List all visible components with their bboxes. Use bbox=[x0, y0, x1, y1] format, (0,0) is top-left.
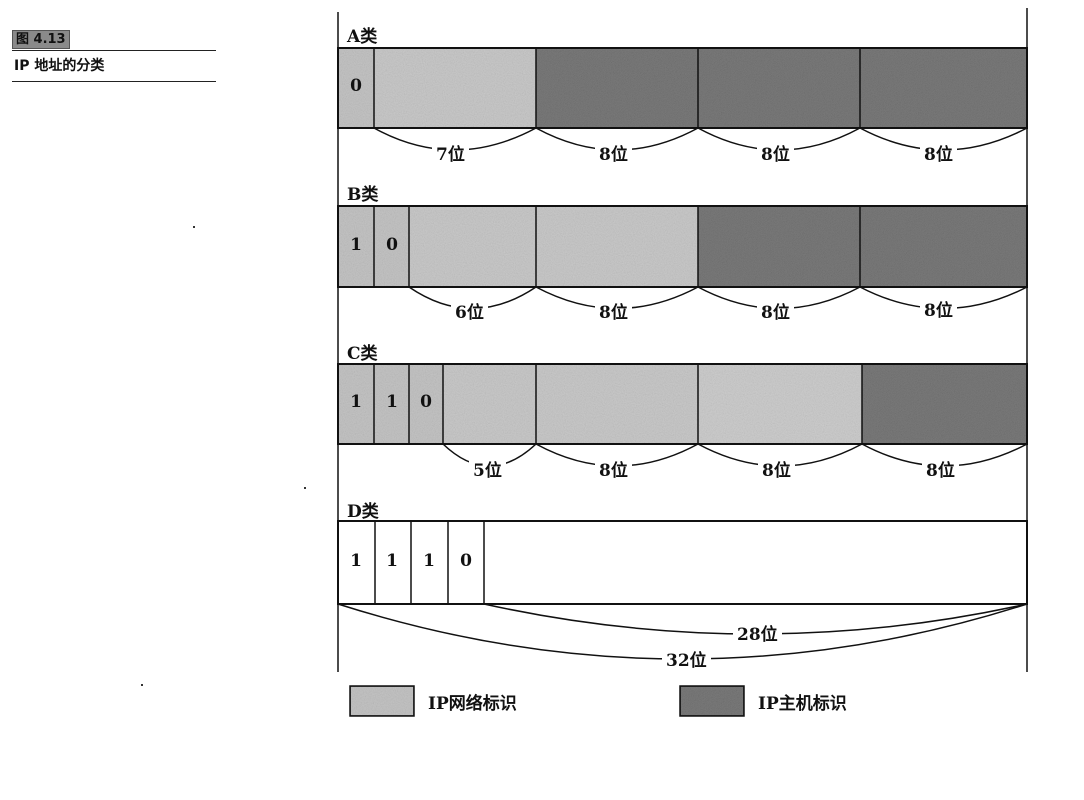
class-c-bit: 1 bbox=[350, 392, 362, 412]
class-c-network-segment bbox=[536, 364, 698, 444]
figure-rule-top bbox=[12, 50, 216, 51]
class-a-network-segment bbox=[374, 48, 536, 128]
class-b-label: B类 bbox=[347, 185, 379, 205]
class-c-bit: 1 bbox=[386, 392, 398, 412]
class-c-network-segment bbox=[698, 364, 862, 444]
class-c-fixed-bit-cell bbox=[374, 364, 409, 444]
legend-network-label: IP网络标识 bbox=[428, 694, 517, 714]
class-d-bit: 1 bbox=[350, 551, 362, 571]
speck bbox=[141, 684, 143, 686]
legend-host-label: IP主机标识 bbox=[758, 694, 847, 714]
class-a-host-segment bbox=[536, 48, 698, 128]
speck bbox=[193, 226, 195, 228]
class-b-bit: 0 bbox=[386, 235, 398, 255]
class-c-fixed-bit-cell bbox=[409, 364, 443, 444]
class-b-width-label: 8位 bbox=[920, 296, 957, 321]
class-a-width-label: 7位 bbox=[432, 140, 469, 165]
class-c-width-label: 5位 bbox=[469, 456, 506, 481]
class-b-width-label: 6位 bbox=[451, 298, 488, 323]
class-b-network-segment bbox=[409, 206, 536, 287]
class-a-width-label: 8位 bbox=[595, 140, 632, 165]
class-a-width-label: 8位 bbox=[757, 140, 794, 165]
class-d-bit: 1 bbox=[386, 551, 398, 571]
class-c-width-label: 8位 bbox=[595, 456, 632, 481]
class-a-label: A类 bbox=[347, 27, 378, 47]
class-b-width-label: 8位 bbox=[595, 298, 632, 323]
class-a-width-label: 8位 bbox=[920, 140, 957, 165]
class-c-outline bbox=[337, 363, 1028, 445]
class-d-bit: 0 bbox=[460, 551, 472, 571]
class-c-width-label: 8位 bbox=[758, 456, 795, 481]
class-c-fixed-bit-cell bbox=[338, 364, 374, 444]
class-b-width-label: 8位 bbox=[757, 298, 794, 323]
class-d-bit: 1 bbox=[423, 551, 435, 571]
class-b-fixed-bit-cell bbox=[374, 206, 409, 287]
class-a-bit: 0 bbox=[350, 76, 362, 96]
legend-host-swatch bbox=[679, 685, 745, 717]
class-b-host-segment bbox=[860, 206, 1027, 287]
class-c-bit: 0 bbox=[420, 392, 432, 412]
figure-title: IP 地址的分类 bbox=[14, 58, 105, 74]
class-b-fixed-bit-cell bbox=[338, 206, 374, 287]
class-a-outline bbox=[337, 47, 1028, 129]
class-d-label: D类 bbox=[347, 502, 379, 522]
class-b-host-segment bbox=[698, 206, 860, 287]
figure-number: 图 4.13 bbox=[12, 30, 70, 49]
class-d-width-label: 32位 bbox=[662, 646, 711, 671]
class-c-host-segment bbox=[862, 364, 1027, 444]
class-a-host-segment bbox=[860, 48, 1027, 128]
class-a-row bbox=[337, 47, 1028, 151]
class-b-bit: 1 bbox=[350, 235, 362, 255]
class-d-row bbox=[337, 520, 1028, 660]
speck bbox=[304, 487, 306, 489]
class-c-network-segment bbox=[443, 364, 536, 444]
legend-network-swatch bbox=[349, 685, 415, 717]
class-c-row bbox=[337, 363, 1028, 467]
figure-rule-bottom bbox=[12, 81, 216, 82]
class-b-row bbox=[337, 205, 1028, 310]
class-b-outline bbox=[337, 205, 1028, 288]
figure-header: 图 4.13 IP 地址的分类 bbox=[12, 28, 216, 82]
class-d-width-label: 28位 bbox=[733, 620, 782, 645]
class-b-network-segment bbox=[536, 206, 698, 287]
class-a-fixed-bit-cell bbox=[338, 48, 374, 128]
class-d-outline bbox=[337, 520, 1028, 605]
class-c-label: C类 bbox=[347, 344, 378, 364]
class-c-width-label: 8位 bbox=[922, 456, 959, 481]
class-a-host-segment bbox=[698, 48, 860, 128]
